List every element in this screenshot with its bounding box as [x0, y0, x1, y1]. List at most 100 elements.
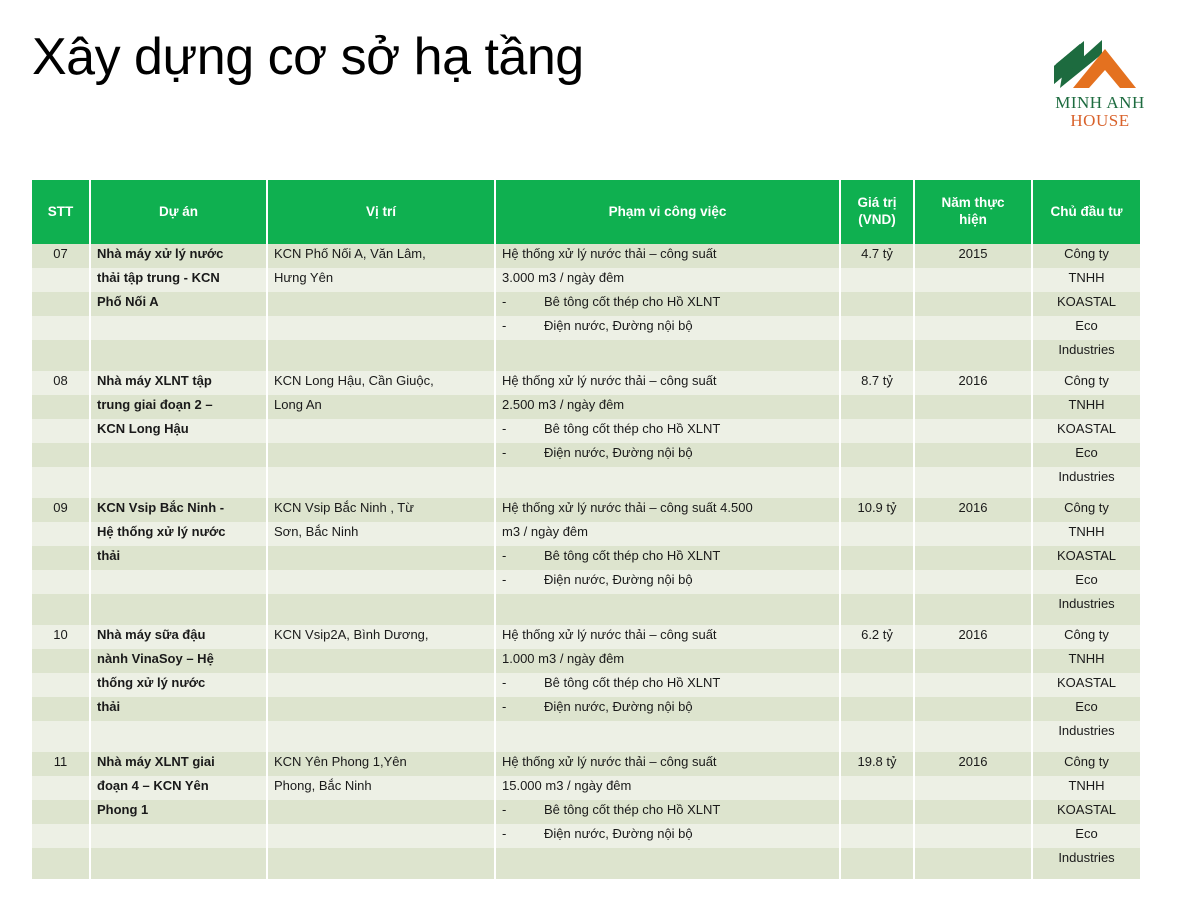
cell-value: [840, 776, 915, 800]
cell-year: [914, 546, 1033, 570]
cell-owner: TNHH: [1032, 522, 1140, 546]
table-row: Industries: [32, 721, 1140, 752]
cell-scope: - Bê tông cốt thép cho Hồ XLNT: [495, 419, 841, 443]
cell-owner: Eco: [1032, 824, 1140, 848]
cell-location: [267, 570, 496, 594]
cell-owner: Industries: [1032, 467, 1140, 498]
scope-bullet-text: Điện nước, Đường nội bộ: [544, 445, 693, 460]
table-row: 08 Nhà máy XLNT tập KCN Long Hậu, Cần Giuộ…: [32, 371, 1140, 395]
table-row: trung giai đoạn 2 – Long An 2.500 m3 / ngà…: [32, 395, 1140, 419]
cell-project: KCN Long Hậu: [90, 419, 268, 443]
cell-value: [840, 268, 915, 292]
bullet-dash-icon: -: [502, 699, 507, 714]
bullet-dash-icon: -: [502, 294, 507, 309]
cell-year: 2016: [914, 371, 1033, 395]
cell-scope: m3 / ngày đêm: [495, 522, 841, 546]
cell-value: [840, 800, 915, 824]
projects-table-container: STT Dự án Vị trí Phạm vi công việc Giá t…: [32, 180, 1140, 879]
cell-value: [840, 721, 915, 752]
cell-location: Sơn, Bắc Ninh: [267, 522, 496, 546]
cell-location: [267, 340, 496, 371]
cell-year: [914, 570, 1033, 594]
cell-location: [267, 697, 496, 721]
cell-year: 2016: [914, 625, 1033, 649]
cell-project: trung giai đoạn 2 –: [90, 395, 268, 419]
cell-value: [840, 824, 915, 848]
cell-scope: [495, 721, 841, 752]
bullet-dash-icon: -: [502, 548, 507, 563]
cell-location: KCN Long Hậu, Cần Giuộc,: [267, 371, 496, 395]
house-roof-icon: [1040, 32, 1160, 94]
col-header-year: Năm thực hiện: [914, 180, 1033, 244]
cell-stt: [32, 522, 91, 546]
cell-location: [267, 800, 496, 824]
cell-value: [840, 594, 915, 625]
cell-location: [267, 594, 496, 625]
scope-bullet-text: Điện nước, Đường nội bộ: [544, 318, 693, 333]
cell-location: [267, 546, 496, 570]
cell-owner: Eco: [1032, 316, 1140, 340]
cell-project: [90, 848, 268, 879]
cell-location: KCN Vsip2A, Bình Dương,: [267, 625, 496, 649]
cell-value: [840, 570, 915, 594]
cell-project: Nhà máy xử lý nước: [90, 244, 268, 268]
cell-year: 2015: [914, 244, 1033, 268]
cell-scope: - Bê tông cốt thép cho Hồ XLNT: [495, 292, 841, 316]
table-row: - Điện nước, Đường nội bộ Eco: [32, 824, 1140, 848]
cell-scope: 2.500 m3 / ngày đêm: [495, 395, 841, 419]
cell-value: [840, 522, 915, 546]
cell-scope: - Điện nước, Đường nội bộ: [495, 316, 841, 340]
table-row: nành VinaSoy – Hệ 1.000 m3 / ngày đêm TNHH: [32, 649, 1140, 673]
cell-project: thải: [90, 546, 268, 570]
cell-stt: 10: [32, 625, 91, 649]
cell-stt: 08: [32, 371, 91, 395]
cell-location: [267, 673, 496, 697]
projects-table: STT Dự án Vị trí Phạm vi công việc Giá t…: [32, 180, 1140, 879]
cell-stt: [32, 570, 91, 594]
scope-bullet-text: Bê tông cốt thép cho Hồ XLNT: [544, 802, 721, 817]
table-row: Industries: [32, 340, 1140, 371]
table-row: - Điện nước, Đường nội bộ Eco: [32, 316, 1140, 340]
cell-year: [914, 776, 1033, 800]
cell-stt: [32, 649, 91, 673]
cell-scope: - Điện nước, Đường nội bộ: [495, 443, 841, 467]
cell-scope: Hệ thống xử lý nước thải – công suất: [495, 371, 841, 395]
cell-location: Hưng Yên: [267, 268, 496, 292]
table-row: Industries: [32, 594, 1140, 625]
cell-owner: Công ty: [1032, 371, 1140, 395]
cell-project: KCN Vsip Bắc Ninh -: [90, 498, 268, 522]
table-row: thống xử lý nước - Bê tông cốt thép cho Hồ…: [32, 673, 1140, 697]
table-row: Phong 1 - Bê tông cốt thép cho Hồ XLNT KOAS…: [32, 800, 1140, 824]
cell-scope: [495, 848, 841, 879]
cell-year: [914, 721, 1033, 752]
table-row: 07 Nhà máy xử lý nước KCN Phố Nối A, Văn L…: [32, 244, 1140, 268]
cell-project: [90, 340, 268, 371]
cell-year: [914, 824, 1033, 848]
cell-value: [840, 649, 915, 673]
cell-stt: [32, 824, 91, 848]
table-row: thải - Điện nước, Đường nội bộ Eco: [32, 697, 1140, 721]
cell-location: Phong, Bắc Ninh: [267, 776, 496, 800]
cell-project: [90, 594, 268, 625]
cell-year: [914, 395, 1033, 419]
cell-scope: 1.000 m3 / ngày đêm: [495, 649, 841, 673]
table-row: Industries: [32, 467, 1140, 498]
cell-project: Nhà máy sữa đậu: [90, 625, 268, 649]
bullet-dash-icon: -: [502, 421, 507, 436]
cell-scope: - Bê tông cốt thép cho Hồ XLNT: [495, 673, 841, 697]
company-logo: MINH ANH HOUSE: [1040, 32, 1160, 136]
cell-year: 2016: [914, 752, 1033, 776]
bullet-dash-icon: -: [502, 802, 507, 817]
cell-stt: [32, 673, 91, 697]
cell-project: đoạn 4 – KCN Yên: [90, 776, 268, 800]
table-row: 09 KCN Vsip Bắc Ninh - KCN Vsip Bắc Ninh ,…: [32, 498, 1140, 522]
cell-year: [914, 697, 1033, 721]
cell-stt: [32, 395, 91, 419]
cell-owner: TNHH: [1032, 395, 1140, 419]
cell-project: Phong 1: [90, 800, 268, 824]
cell-location: [267, 467, 496, 498]
scope-bullet-text: Bê tông cốt thép cho Hồ XLNT: [544, 421, 721, 436]
table-header-row: STT Dự án Vị trí Phạm vi công việc Giá t…: [32, 180, 1140, 244]
cell-scope: 15.000 m3 / ngày đêm: [495, 776, 841, 800]
